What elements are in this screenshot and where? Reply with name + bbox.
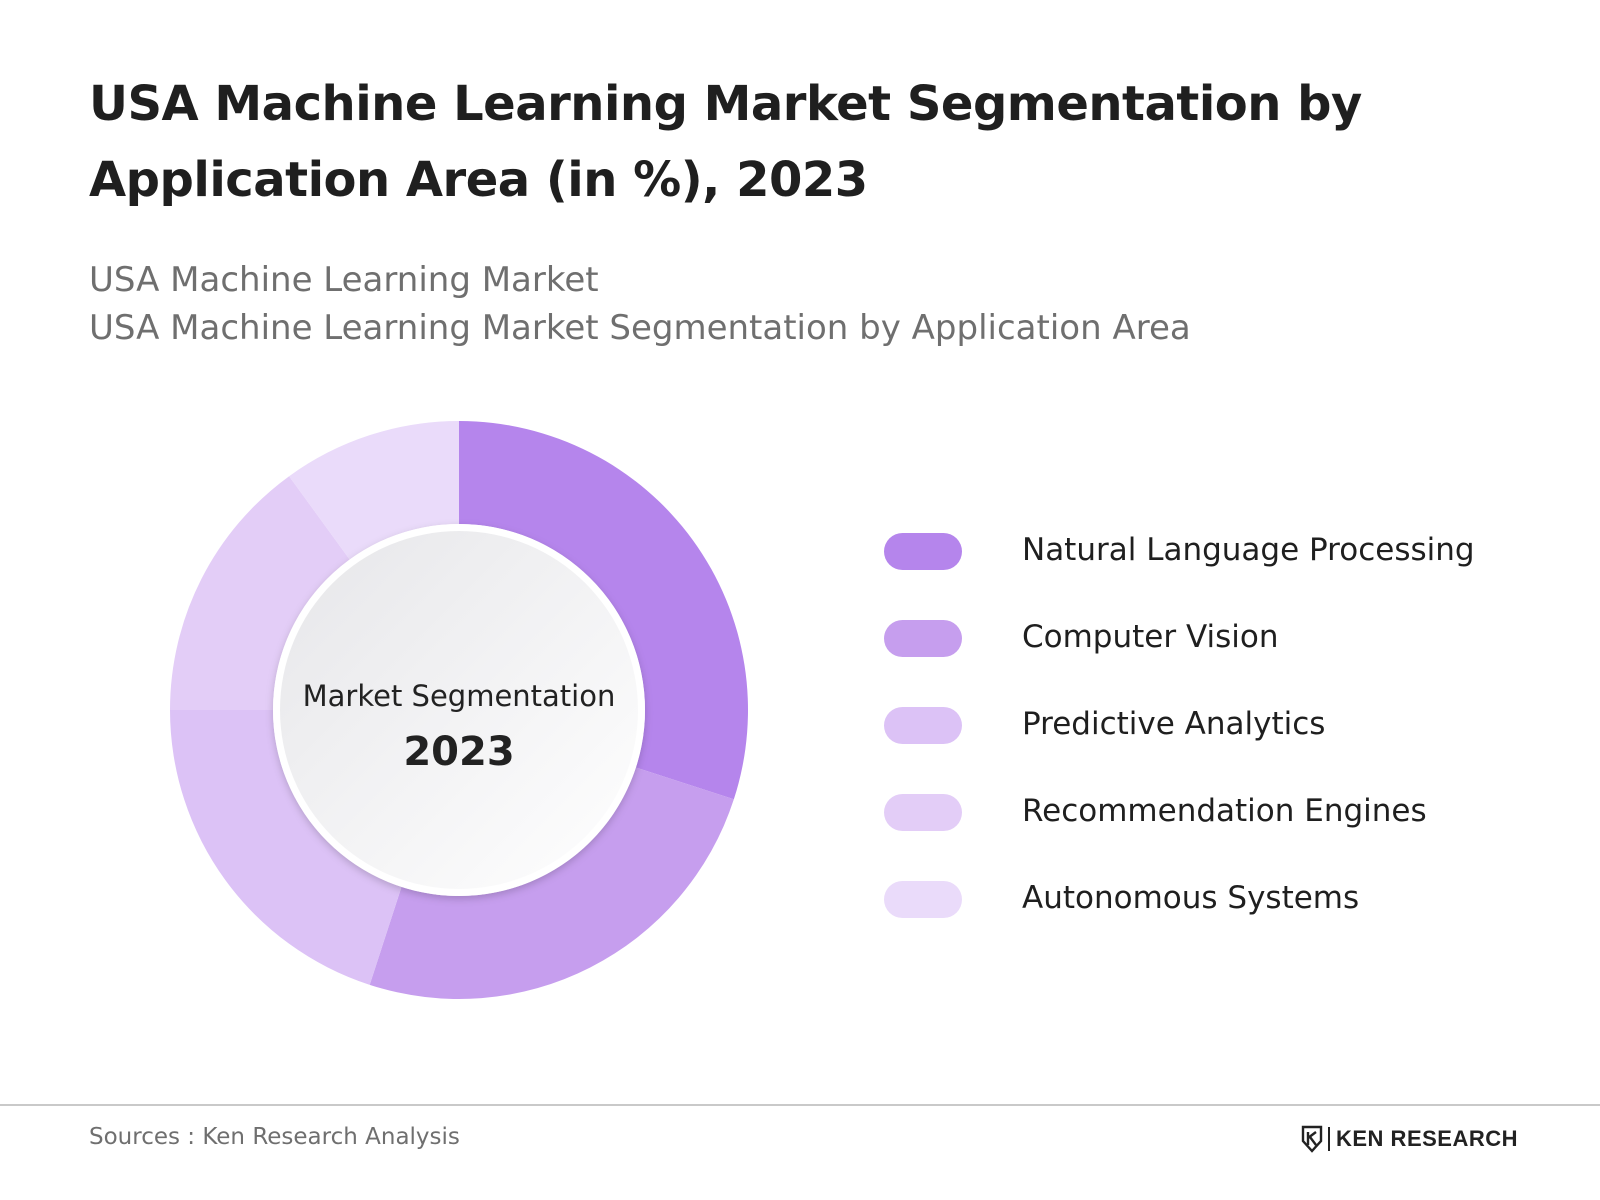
legend-item-computer-vision: Computer Vision [884, 619, 1574, 707]
legend-item-recommendation-engines: Recommendation Engines [884, 793, 1574, 881]
subtitle-market: USA Machine Learning Market [89, 260, 599, 300]
legend-swatch [884, 707, 962, 744]
legend-label: Computer Vision [1022, 619, 1279, 655]
legend-swatch [884, 533, 962, 570]
donut-slice-predictive-analytics [170, 710, 402, 985]
brand-separator [1328, 1127, 1330, 1151]
legend-label: Predictive Analytics [1022, 706, 1326, 742]
legend-label: Natural Language Processing [1022, 532, 1475, 568]
ken-research-logo-icon [1301, 1125, 1323, 1153]
legend-label: Autonomous Systems [1022, 880, 1360, 916]
donut-slices [170, 421, 749, 999]
footer-divider [0, 1104, 1600, 1106]
brand: KEN RESEARCH [1300, 1124, 1518, 1154]
donut-slice-autonomous-systems [289, 421, 459, 560]
subtitle-segmentation: USA Machine Learning Market Segmentation… [89, 308, 1191, 348]
center-label: Market Segmentation [303, 679, 616, 713]
legend-swatch [884, 881, 962, 918]
legend-swatch [884, 794, 962, 831]
brand-name: KEN RESEARCH [1336, 1126, 1519, 1151]
chart-legend: Natural Language Processing Computer Vis… [884, 532, 1574, 968]
legend-item-autonomous-systems: Autonomous Systems [884, 880, 1574, 968]
source-note: Sources : Ken Research Analysis [89, 1124, 460, 1150]
donut-center [280, 531, 638, 889]
chart-title: USA Machine Learning Market Segmentation… [89, 76, 1362, 208]
donut-chart: Market Segmentation 2023 [170, 421, 749, 999]
center-year: 2023 [403, 729, 514, 775]
legend-swatch [884, 620, 962, 657]
legend-item-natural-language-processing: Natural Language Processing [884, 532, 1574, 620]
legend-item-predictive-analytics: Predictive Analytics [884, 706, 1574, 794]
donut-slice-recommendation-engines [170, 476, 350, 710]
legend-label: Recommendation Engines [1022, 793, 1427, 829]
donut-slice-natural-language-processing [459, 421, 749, 800]
donut-slice-computer-vision [369, 767, 734, 999]
